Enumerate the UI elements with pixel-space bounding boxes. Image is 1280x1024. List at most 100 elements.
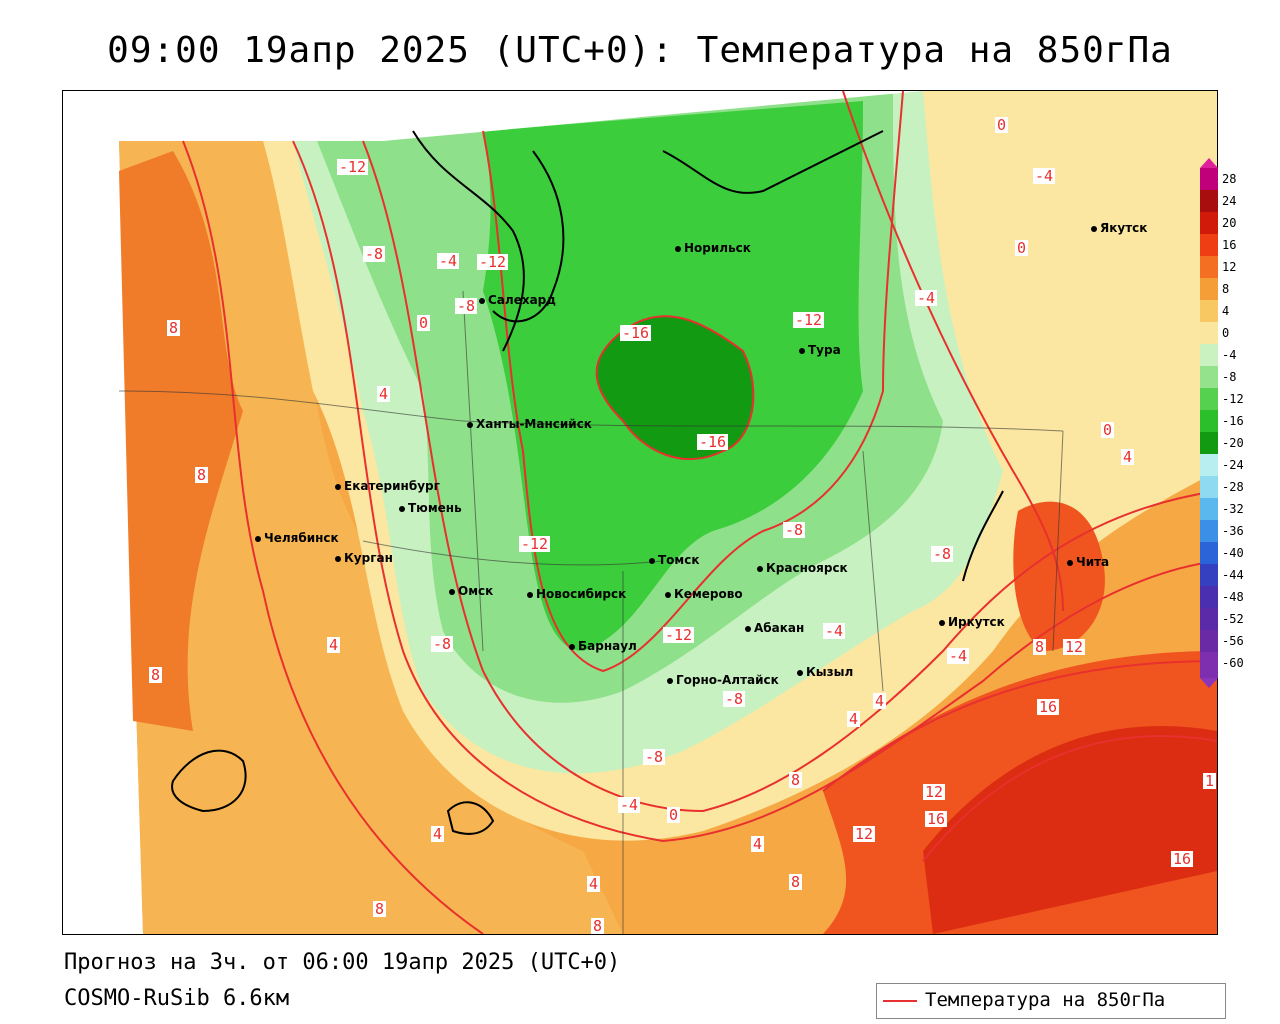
contour-label: -8 (723, 690, 746, 708)
contour-label: 8 (195, 466, 209, 484)
colorbar-tick-label: 20 (1222, 216, 1237, 230)
contour-label: -16 (620, 324, 652, 342)
model-info: COSMO-RuSib 6.6км (64, 986, 290, 1011)
contour-label: -4 (915, 289, 938, 307)
city-marker[interactable]: Томск (649, 553, 700, 567)
city-marker[interactable]: Иркутск (939, 615, 1005, 629)
city-marker[interactable]: Кемерово (665, 587, 743, 601)
contour-label: 4 (751, 835, 765, 853)
city-marker[interactable]: Ханты-Мансийск (467, 417, 592, 431)
city-marker[interactable]: Челябинск (255, 531, 339, 545)
contour-label: -4 (947, 647, 970, 665)
contour-label: 16 (925, 810, 948, 828)
contour-label: -12 (477, 253, 509, 271)
city-marker[interactable]: Норильск (675, 241, 751, 255)
contour-label: 8 (789, 873, 803, 891)
contour-label: 0 (1101, 421, 1115, 439)
colorbar-tick-label: 28 (1222, 172, 1237, 186)
contour-label: 12 (853, 825, 876, 843)
contour-label: -16 (697, 433, 729, 451)
contour-label: -12 (793, 311, 825, 329)
contour-label: -8 (363, 245, 386, 263)
contour-label: 12 (923, 783, 946, 801)
city-marker[interactable]: Якутск (1091, 221, 1147, 235)
city-marker[interactable]: Тюмень (399, 501, 462, 515)
contour-label: 0 (417, 314, 431, 332)
city-marker[interactable]: Красноярск (757, 561, 848, 575)
city-marker[interactable]: Курган (335, 551, 393, 565)
colorbar-tick-label: -48 (1222, 590, 1244, 604)
colorbar-tick-label: -56 (1222, 634, 1244, 648)
contour-label: 0 (667, 806, 681, 824)
contour-label: -8 (431, 635, 454, 653)
contour-label: 0 (995, 116, 1009, 134)
contour-label: 8 (373, 900, 387, 918)
map-title: 09:00 19апр 2025 (UTC+0): Температура на… (107, 30, 1173, 71)
contour-label: 4 (873, 692, 887, 710)
field-west-warm (119, 141, 623, 934)
legend-label: Температура на 850гПа (925, 989, 1166, 1011)
colorbar-tick-label: -4 (1222, 348, 1237, 362)
contour-label: -8 (643, 748, 666, 766)
contour-label: -12 (663, 626, 695, 644)
colorbar-tick-label: -8 (1222, 370, 1237, 384)
city-marker[interactable]: Абакан (745, 621, 804, 635)
city-marker[interactable]: Барнаул (569, 639, 637, 653)
field-west-hot (119, 151, 243, 731)
contour-lines (182, 91, 1217, 934)
contour-label: 16 (1037, 698, 1060, 716)
colorbar-tick-label: -28 (1222, 480, 1244, 494)
colorbar-tick-label: -20 (1222, 436, 1244, 450)
contour-label: 4 (587, 875, 601, 893)
colorbar-tick-label: -36 (1222, 524, 1244, 538)
city-marker[interactable]: Екатеринбург (335, 479, 440, 493)
contour-label: -4 (618, 796, 641, 814)
contour-label: -12 (519, 535, 551, 553)
city-marker[interactable]: Тура (799, 343, 841, 357)
city-marker[interactable]: Омск (449, 584, 493, 598)
contour-label: 4 (1121, 448, 1135, 466)
contour-label: 4 (377, 385, 391, 403)
contour-label: 8 (1033, 638, 1047, 656)
contour-label: 4 (847, 710, 861, 728)
field-dark-green (596, 316, 754, 460)
contour-label: -4 (1033, 167, 1056, 185)
domain-mask-nw (63, 91, 119, 934)
contour-label: 8 (591, 917, 605, 935)
contour-label: 1 (1203, 772, 1217, 790)
colorbar-tick-label: -24 (1222, 458, 1244, 472)
contour-label: -4 (437, 252, 460, 270)
colorbar-tick-label: -60 (1222, 656, 1244, 670)
legend-line-swatch (883, 1000, 917, 1002)
region-borders (118, 290, 1064, 934)
map-fields (63, 91, 1217, 934)
colorbar-tick-label: 0 (1222, 326, 1230, 340)
contour-label: 12 (1063, 638, 1086, 656)
city-marker[interactable]: Горно-Алтайск (667, 673, 779, 687)
domain-mask-top (63, 91, 1217, 141)
contour-label: -4 (823, 622, 846, 640)
temperature-map[interactable]: -12 -8 -4 -12 -8 0 -16 -12 -4 0 -4 0 8 4… (62, 90, 1218, 935)
legend: Температура на 850гПа (876, 983, 1226, 1019)
contour-label: 0 (1015, 239, 1029, 257)
colorbar-tick-label: 4 (1222, 304, 1230, 318)
contour-label: 8 (167, 319, 181, 337)
colorbar-tick-label: -32 (1222, 502, 1244, 516)
contour-label: -8 (455, 297, 478, 315)
colorbar-tick-label: 8 (1222, 282, 1230, 296)
city-marker[interactable]: Салехард (479, 293, 556, 307)
city-marker[interactable]: Кызыл (797, 665, 853, 679)
contour-label: -12 (337, 158, 369, 176)
colorbar-tick-label: 24 (1222, 194, 1237, 208)
coastlines-borders (171, 130, 1004, 835)
colorbar-tick-label: 16 (1222, 238, 1237, 252)
colorbar-tick-label: 12 (1222, 260, 1237, 274)
city-marker[interactable]: Новосибирск (527, 587, 626, 601)
contour-label: -8 (783, 521, 806, 539)
colorbar-tick-label: -12 (1222, 392, 1244, 406)
city-marker[interactable]: Чита (1067, 555, 1109, 569)
contour-label: 8 (149, 666, 163, 684)
field-southeast-red (923, 726, 1217, 934)
contour-label: 4 (327, 636, 341, 654)
colorbar-tick-label: -44 (1222, 568, 1244, 582)
